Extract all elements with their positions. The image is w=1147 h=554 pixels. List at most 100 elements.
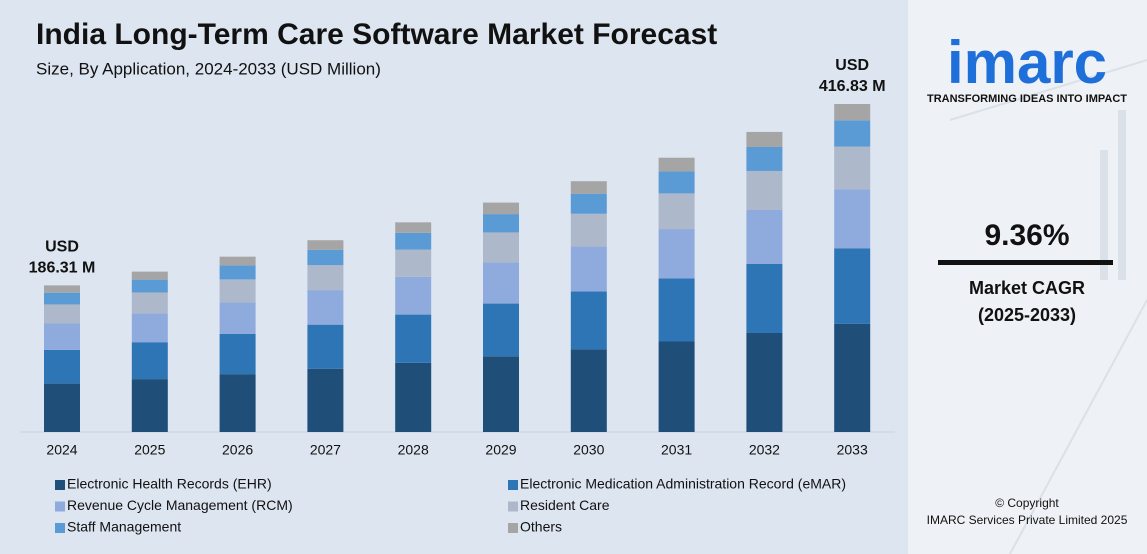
bar-segment <box>307 324 344 369</box>
bar-segment <box>395 276 432 315</box>
x-tick-label: 2024 <box>46 442 77 458</box>
legend-swatch <box>508 501 518 512</box>
bar-segment <box>131 379 168 432</box>
bar-segment <box>570 349 607 432</box>
bar-segment <box>219 265 256 280</box>
x-tick-label: 2031 <box>661 442 692 458</box>
bar-segment <box>395 314 432 363</box>
bar-segment <box>395 232 432 250</box>
bar-segment <box>834 120 871 147</box>
bar-segment <box>483 232 519 263</box>
bar-segment <box>307 249 344 266</box>
x-tick-label: 2026 <box>222 442 253 458</box>
total-label: USD <box>835 57 869 74</box>
bar-segment <box>834 104 871 121</box>
side-panel <box>908 0 1147 554</box>
legend-label: Staff Management <box>67 519 181 535</box>
bar-segment <box>570 213 607 247</box>
x-tick-label: 2030 <box>573 442 604 458</box>
bar-segment <box>746 131 783 147</box>
bar-segment <box>44 292 80 305</box>
total-label: USD <box>45 239 79 256</box>
total-label: 416.83 M <box>819 78 886 95</box>
bar-segment <box>44 349 80 384</box>
legend-swatch <box>508 523 518 533</box>
bar-segment <box>219 279 256 303</box>
bar-segment <box>307 265 344 291</box>
bar-segment <box>44 323 80 350</box>
bar-segment <box>307 240 344 250</box>
logo: imarc <box>947 29 1107 96</box>
bar-segment <box>658 278 695 342</box>
bar-segment <box>483 356 519 432</box>
bar-segment <box>219 374 256 432</box>
tagline: TRANSFORMING IDEAS INTO IMPACT <box>927 93 1127 105</box>
bar-segment <box>746 210 783 264</box>
bar-segment <box>570 181 607 194</box>
bar-segment <box>44 304 80 324</box>
cagr-label: Market CAGR <box>969 278 1085 298</box>
bar-segment <box>44 383 80 432</box>
bar-segment <box>307 290 344 325</box>
cagr-period: (2025-2033) <box>978 305 1076 325</box>
bar-segment <box>219 333 256 375</box>
bar-segment <box>131 279 168 293</box>
bar-segment <box>570 291 607 350</box>
bar-segment <box>658 157 695 172</box>
legend-swatch <box>55 523 65 533</box>
bar-segment <box>658 193 695 230</box>
bar-segment <box>483 202 519 215</box>
copyright: © Copyright <box>995 496 1059 510</box>
bar-segment <box>483 214 519 233</box>
bar-segment <box>219 256 256 266</box>
legend-label: Electronic Health Records (EHR) <box>67 476 272 492</box>
bar-segment <box>131 342 168 380</box>
bar-segment <box>395 362 432 432</box>
x-tick-label: 2025 <box>134 442 165 458</box>
bar-segment <box>395 249 432 277</box>
legend-swatch <box>55 501 65 512</box>
decoration <box>949 59 1147 554</box>
bar-segment <box>570 193 607 214</box>
legend-swatch <box>55 480 65 490</box>
bar-segment <box>746 146 783 171</box>
bar-segment <box>570 246 607 292</box>
bar-segment <box>483 303 519 357</box>
legend-label: Resident Care <box>520 497 610 513</box>
bar-segment <box>658 341 695 432</box>
x-tick-label: 2029 <box>485 442 516 458</box>
x-tick-label: 2027 <box>310 442 341 458</box>
bar-segment <box>307 368 344 432</box>
legend-swatch <box>508 480 518 490</box>
chart-title: India Long-Term Care Software Market For… <box>36 18 717 51</box>
bar-segment <box>131 313 168 343</box>
bar-segment <box>834 248 871 324</box>
bar-segment <box>131 292 168 314</box>
bar-segment <box>44 285 80 293</box>
legend-label: Electronic Medication Administration Rec… <box>520 476 846 492</box>
x-tick-label: 2028 <box>398 442 429 458</box>
company: IMARC Services Private Limited 2025 <box>927 513 1128 527</box>
bar-segment <box>746 333 783 432</box>
total-label: 186.31 M <box>29 260 96 277</box>
bar-segment <box>746 263 783 334</box>
legend-label: Others <box>520 519 562 535</box>
legend-label: Revenue Cycle Management (RCM) <box>67 497 293 513</box>
cagr-value: 9.36% <box>984 219 1069 252</box>
bar-segment <box>131 271 168 280</box>
bar-segment <box>658 229 695 279</box>
bar-segment <box>483 262 519 304</box>
bar-segment <box>395 222 432 233</box>
bar-segment <box>834 189 871 249</box>
bar-segment <box>219 302 256 334</box>
bar-segment <box>746 170 783 211</box>
bar-segment <box>834 323 871 432</box>
x-tick-label: 2033 <box>837 442 868 458</box>
chart-subtitle: Size, By Application, 2024-2033 (USD Mil… <box>36 59 381 78</box>
bar-segment <box>658 171 695 194</box>
divider <box>938 260 1113 265</box>
x-tick-label: 2032 <box>749 442 780 458</box>
bar-segment <box>834 146 871 190</box>
